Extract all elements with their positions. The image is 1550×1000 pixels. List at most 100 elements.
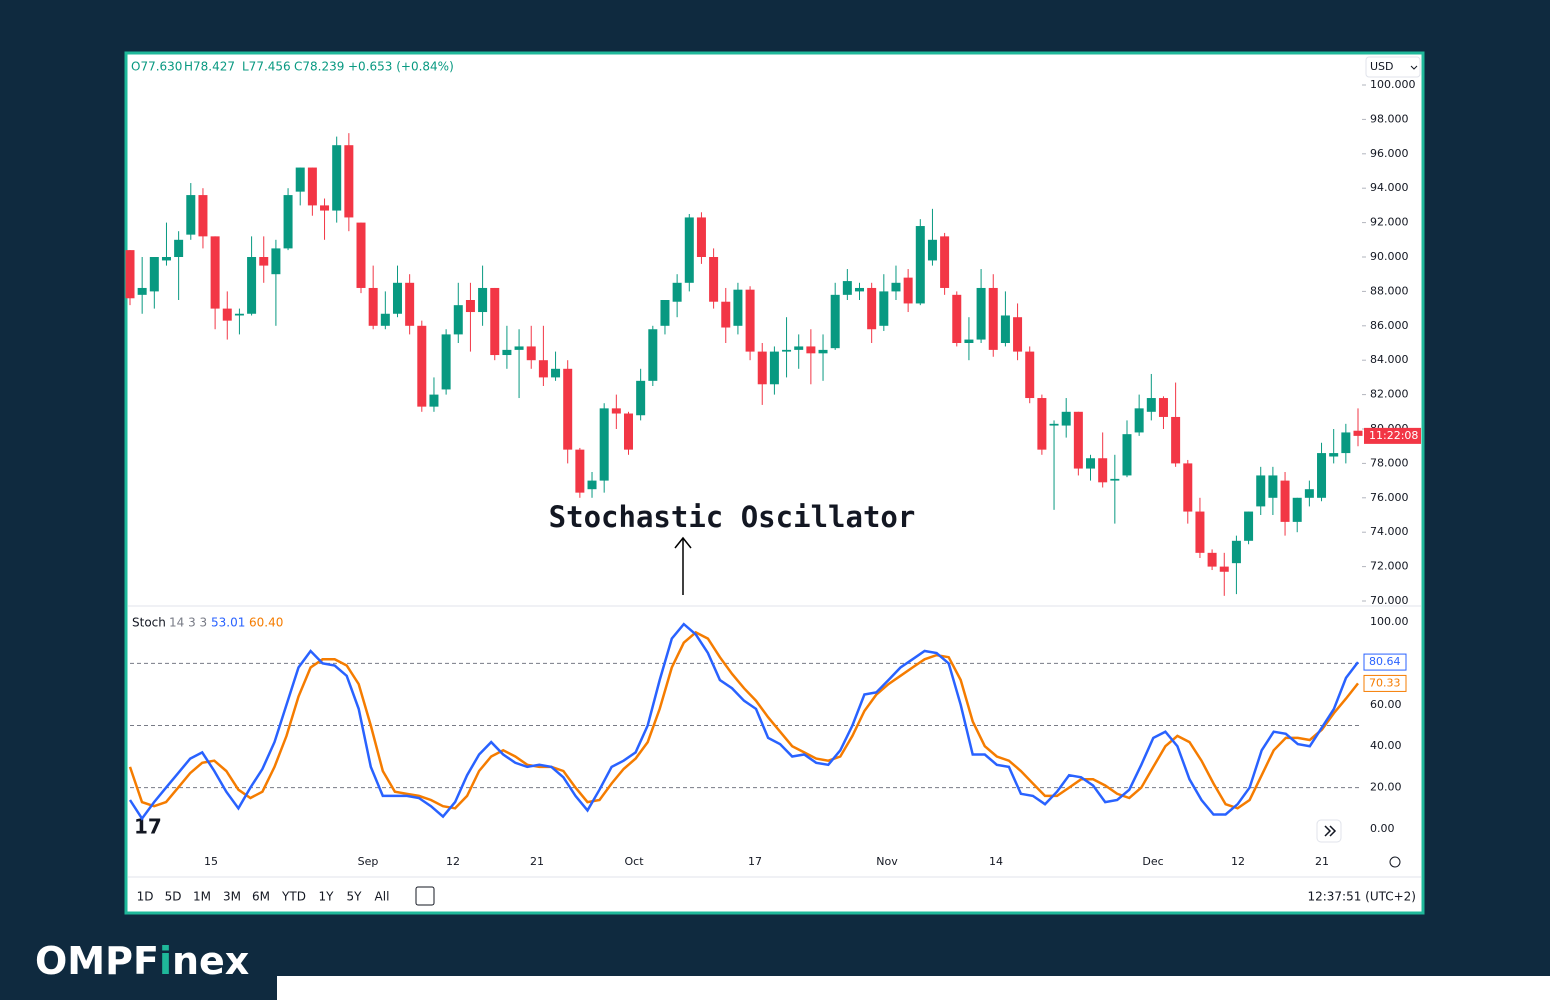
candle-body (1207, 552, 1217, 567)
candle-body (563, 368, 573, 450)
candle-body (782, 349, 792, 352)
candle-body (1086, 458, 1096, 469)
candle-body (1061, 411, 1071, 426)
candle-body (234, 313, 244, 316)
candle-body (1049, 423, 1059, 426)
candle-body (1025, 351, 1035, 399)
candle-body (794, 346, 804, 350)
candle-body (453, 305, 463, 335)
candle-body (611, 408, 621, 414)
candle-body (806, 346, 816, 354)
x-tick-label: 12 (446, 855, 460, 868)
stoch-k-value: 53.01 (211, 616, 245, 630)
candle-body (490, 287, 500, 356)
ohlc-open: O77.630 (131, 60, 182, 74)
ohlc-high: H78.427 (184, 60, 235, 74)
settings-icon[interactable] (1389, 856, 1401, 868)
candle-body (149, 257, 159, 292)
range-button[interactable]: 5Y (347, 890, 363, 904)
x-tick-label: Sep (358, 855, 379, 868)
ohlc-header: O77.630 H78.427 L77.456 C78.239 +0.653 (… (131, 60, 454, 74)
y-tick-label: 0.00 (1370, 822, 1395, 835)
candle-body (952, 294, 962, 343)
candle-body (1329, 453, 1339, 457)
candle-body (648, 329, 658, 381)
candle-body (429, 394, 439, 407)
y-tick-label: 40.00 (1370, 739, 1402, 752)
candle-body (210, 236, 220, 309)
scroll-icon (1324, 825, 1337, 837)
candle-body (927, 239, 937, 261)
range-button[interactable]: 1M (193, 890, 211, 904)
candle-body (721, 301, 731, 328)
candle-body (757, 351, 767, 385)
candle-body (1110, 478, 1120, 481)
y-tick-label: 74.000 (1370, 525, 1409, 538)
x-tick-label: 21 (530, 855, 544, 868)
candle-body (1037, 398, 1047, 450)
y-tick-label: 82.000 (1370, 388, 1409, 401)
y-tick-label: 96.000 (1370, 147, 1409, 160)
brand-accent: i (159, 939, 172, 983)
candle-body (344, 145, 354, 218)
candle-body (623, 413, 633, 450)
candle-body (380, 313, 390, 326)
range-button[interactable]: 1D (137, 890, 154, 904)
candle-body (392, 282, 402, 314)
range-button[interactable]: 3M (223, 890, 241, 904)
candle-body (125, 250, 135, 299)
x-tick-label: 17 (748, 855, 762, 868)
candle-body (1073, 411, 1083, 469)
candle-body (478, 287, 488, 313)
stoch-line (128, 630, 1359, 810)
candle-body (271, 248, 281, 275)
candle-body (161, 257, 171, 261)
y-tick-label: 100.000 (1370, 78, 1416, 91)
y-tick-label: 90.000 (1370, 250, 1409, 263)
arrow-head (674, 536, 692, 549)
calendar-icon[interactable] (415, 886, 435, 906)
candle-body (733, 289, 743, 326)
candle-body (526, 346, 536, 361)
candle-body (441, 334, 451, 390)
candle-body (465, 300, 475, 313)
candle-body (988, 287, 998, 350)
y-tick-label: 92.000 (1370, 216, 1409, 229)
dropdown-caret (1410, 65, 1418, 70)
x-tick-label: Dec (1142, 855, 1163, 868)
currency-select[interactable] (1365, 56, 1421, 78)
last-value-box (1363, 674, 1407, 692)
candle-body (636, 380, 646, 416)
clock: 12:37:51 (UTC+2) (1307, 890, 1416, 904)
candle-body (1134, 408, 1144, 433)
candle-body (1098, 458, 1108, 483)
y-tick-label: 60.00 (1370, 698, 1402, 711)
candle-body (1013, 317, 1023, 352)
candle-body (198, 195, 208, 237)
candle-body (368, 287, 378, 326)
range-button[interactable]: YTD (281, 890, 306, 904)
ohlc-low: L77.456 (242, 60, 291, 74)
chart-frame (124, 51, 1425, 915)
candle-body (1292, 497, 1302, 522)
currency[interactable]: USD (1370, 60, 1394, 73)
candle-body (538, 360, 548, 378)
candle-body (186, 195, 196, 235)
candle-body (1195, 511, 1205, 553)
candle-body (964, 339, 974, 343)
range-button[interactable]: All (375, 890, 390, 904)
candle-body (1183, 463, 1193, 512)
candle-body (283, 195, 293, 249)
candle-body (514, 346, 524, 350)
candle-body (818, 349, 828, 354)
range-button[interactable]: 1Y (319, 890, 335, 904)
candle-body (1219, 566, 1229, 572)
candle-body (879, 291, 889, 326)
y-tick-label: 94.000 (1370, 181, 1409, 194)
candle-body (332, 145, 342, 211)
y-tick-label: 20.00 (1370, 781, 1402, 794)
range-button[interactable]: 5D (165, 890, 182, 904)
candle-body (356, 222, 366, 288)
range-button[interactable]: 6M (252, 890, 270, 904)
